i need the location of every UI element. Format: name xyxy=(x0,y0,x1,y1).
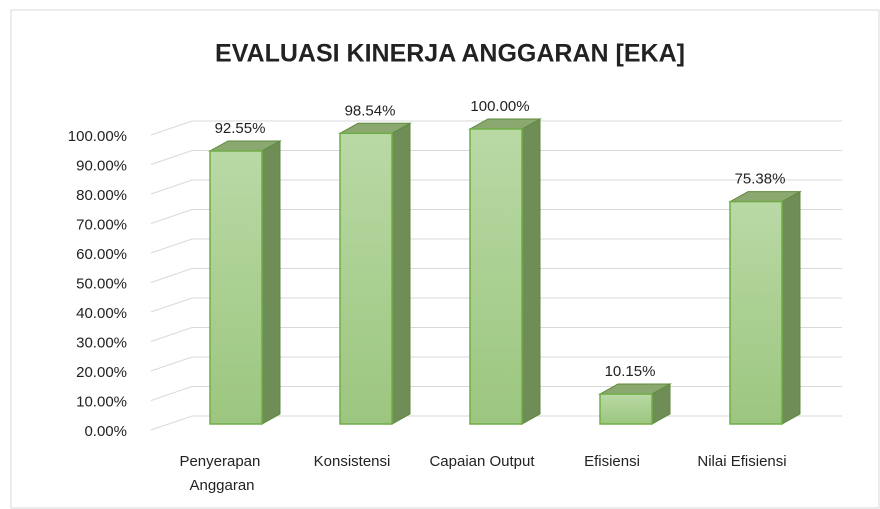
y-tick-label: 70.00% xyxy=(76,216,127,233)
bar-side xyxy=(391,122,411,425)
x-tick-label: Nilai Efisiensi xyxy=(697,453,786,470)
grid-line xyxy=(150,238,842,254)
bar xyxy=(598,383,672,425)
x-tick-label: Penyerapan Anggaran xyxy=(179,453,264,494)
bar-front xyxy=(729,200,783,425)
grid-line xyxy=(150,356,842,372)
y-tick-label: 30.00% xyxy=(76,334,127,351)
y-tick-label: 50.00% xyxy=(76,275,127,292)
grid-line xyxy=(150,209,842,224)
data-label: 75.38% xyxy=(735,171,786,188)
bar-front xyxy=(209,150,263,425)
bar-front xyxy=(469,128,523,425)
y-tick-label: 0.00% xyxy=(84,423,127,440)
bar-side xyxy=(781,190,801,425)
grid-line xyxy=(150,120,842,136)
data-label: 10.15% xyxy=(605,363,656,380)
bar xyxy=(468,118,542,425)
y-tick-label: 10.00% xyxy=(76,393,127,410)
chart-title: EVALUASI KINERJA ANGGARAN [EKA] xyxy=(215,40,685,68)
x-tick-label: Capaian Output xyxy=(429,453,535,470)
data-label: 100.00% xyxy=(470,98,529,115)
bar-side xyxy=(521,118,541,425)
y-tick-label: 80.00% xyxy=(76,187,127,204)
bar-side xyxy=(261,140,281,425)
grid-line xyxy=(150,327,842,342)
x-tick-label: Konsistensi xyxy=(314,453,391,470)
y-tick-label: 90.00% xyxy=(76,157,127,174)
grid-line xyxy=(150,179,842,195)
bar xyxy=(208,140,282,425)
bar xyxy=(338,122,412,425)
grid-line xyxy=(150,297,842,313)
grid-line xyxy=(150,150,842,165)
y-tick-label: 20.00% xyxy=(76,364,127,381)
y-tick-label: 40.00% xyxy=(76,305,127,322)
x-tick-label: Efisiensi xyxy=(584,453,640,470)
bar xyxy=(728,190,802,425)
data-label: 98.54% xyxy=(345,102,396,119)
data-label: 92.55% xyxy=(215,120,266,137)
bar-front xyxy=(339,132,393,425)
y-tick-label: 100.00% xyxy=(68,128,127,145)
y-tick-label: 60.00% xyxy=(76,246,127,263)
grid-line xyxy=(150,268,842,283)
bar-front xyxy=(599,393,653,425)
